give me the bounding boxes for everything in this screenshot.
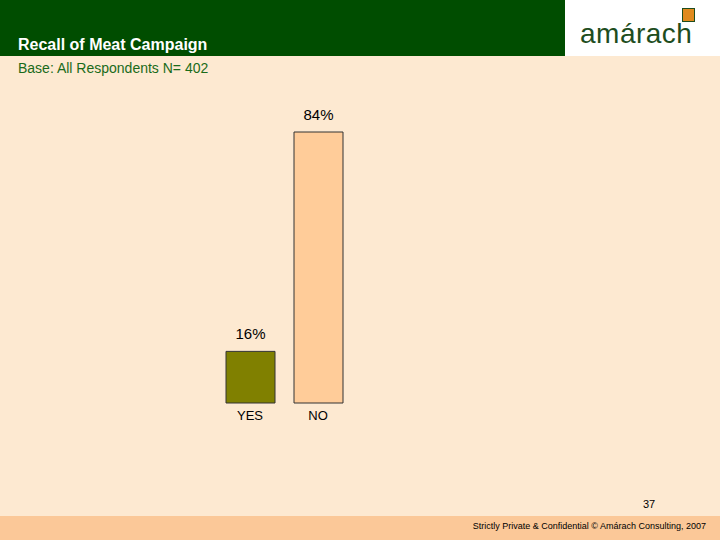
svg-text:16%: 16% bbox=[235, 325, 265, 342]
svg-text:84%: 84% bbox=[303, 106, 333, 123]
html-text:Base: All Respondents N= 402: Base: All Respondents N= 402 bbox=[18, 60, 209, 76]
html-text:Strictly Private & Confidentia: Strictly Private & Confidential © Amárac… bbox=[472, 521, 706, 531]
html-text:Recall of Meat Campaign: Recall of Meat Campaign bbox=[18, 36, 208, 53]
svg-text:YES: YES bbox=[237, 408, 263, 423]
html-text:amárach: amárach bbox=[580, 18, 693, 49]
html-text:37: 37 bbox=[643, 498, 656, 510]
svg-text:NO: NO bbox=[308, 408, 328, 423]
